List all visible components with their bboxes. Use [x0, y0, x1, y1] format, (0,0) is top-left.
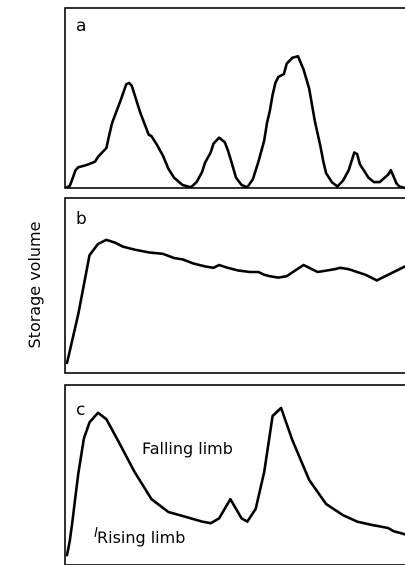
panel-a-frame	[64, 7, 405, 189]
rising-limb-pointer	[94, 526, 98, 538]
panel-b: b	[64, 197, 405, 374]
panel-c-trace	[65, 406, 405, 557]
panel-a-trace	[65, 55, 405, 190]
panel-a: a	[64, 7, 405, 190]
panel-b-frame	[64, 197, 405, 374]
panel-c-frame	[64, 384, 405, 565]
panel-b-trace	[65, 238, 405, 365]
rising-limb-label: Rising limb	[97, 528, 185, 547]
panel-a-letter: a	[76, 16, 86, 36]
panel-b-letter: b	[76, 209, 87, 229]
panel-c-letter: c	[76, 400, 85, 420]
falling-limb-label: Falling limb	[142, 439, 233, 458]
panel-c: c Falling limb Rising limb	[64, 384, 405, 565]
y-axis-label: Storage volume	[25, 222, 44, 349]
